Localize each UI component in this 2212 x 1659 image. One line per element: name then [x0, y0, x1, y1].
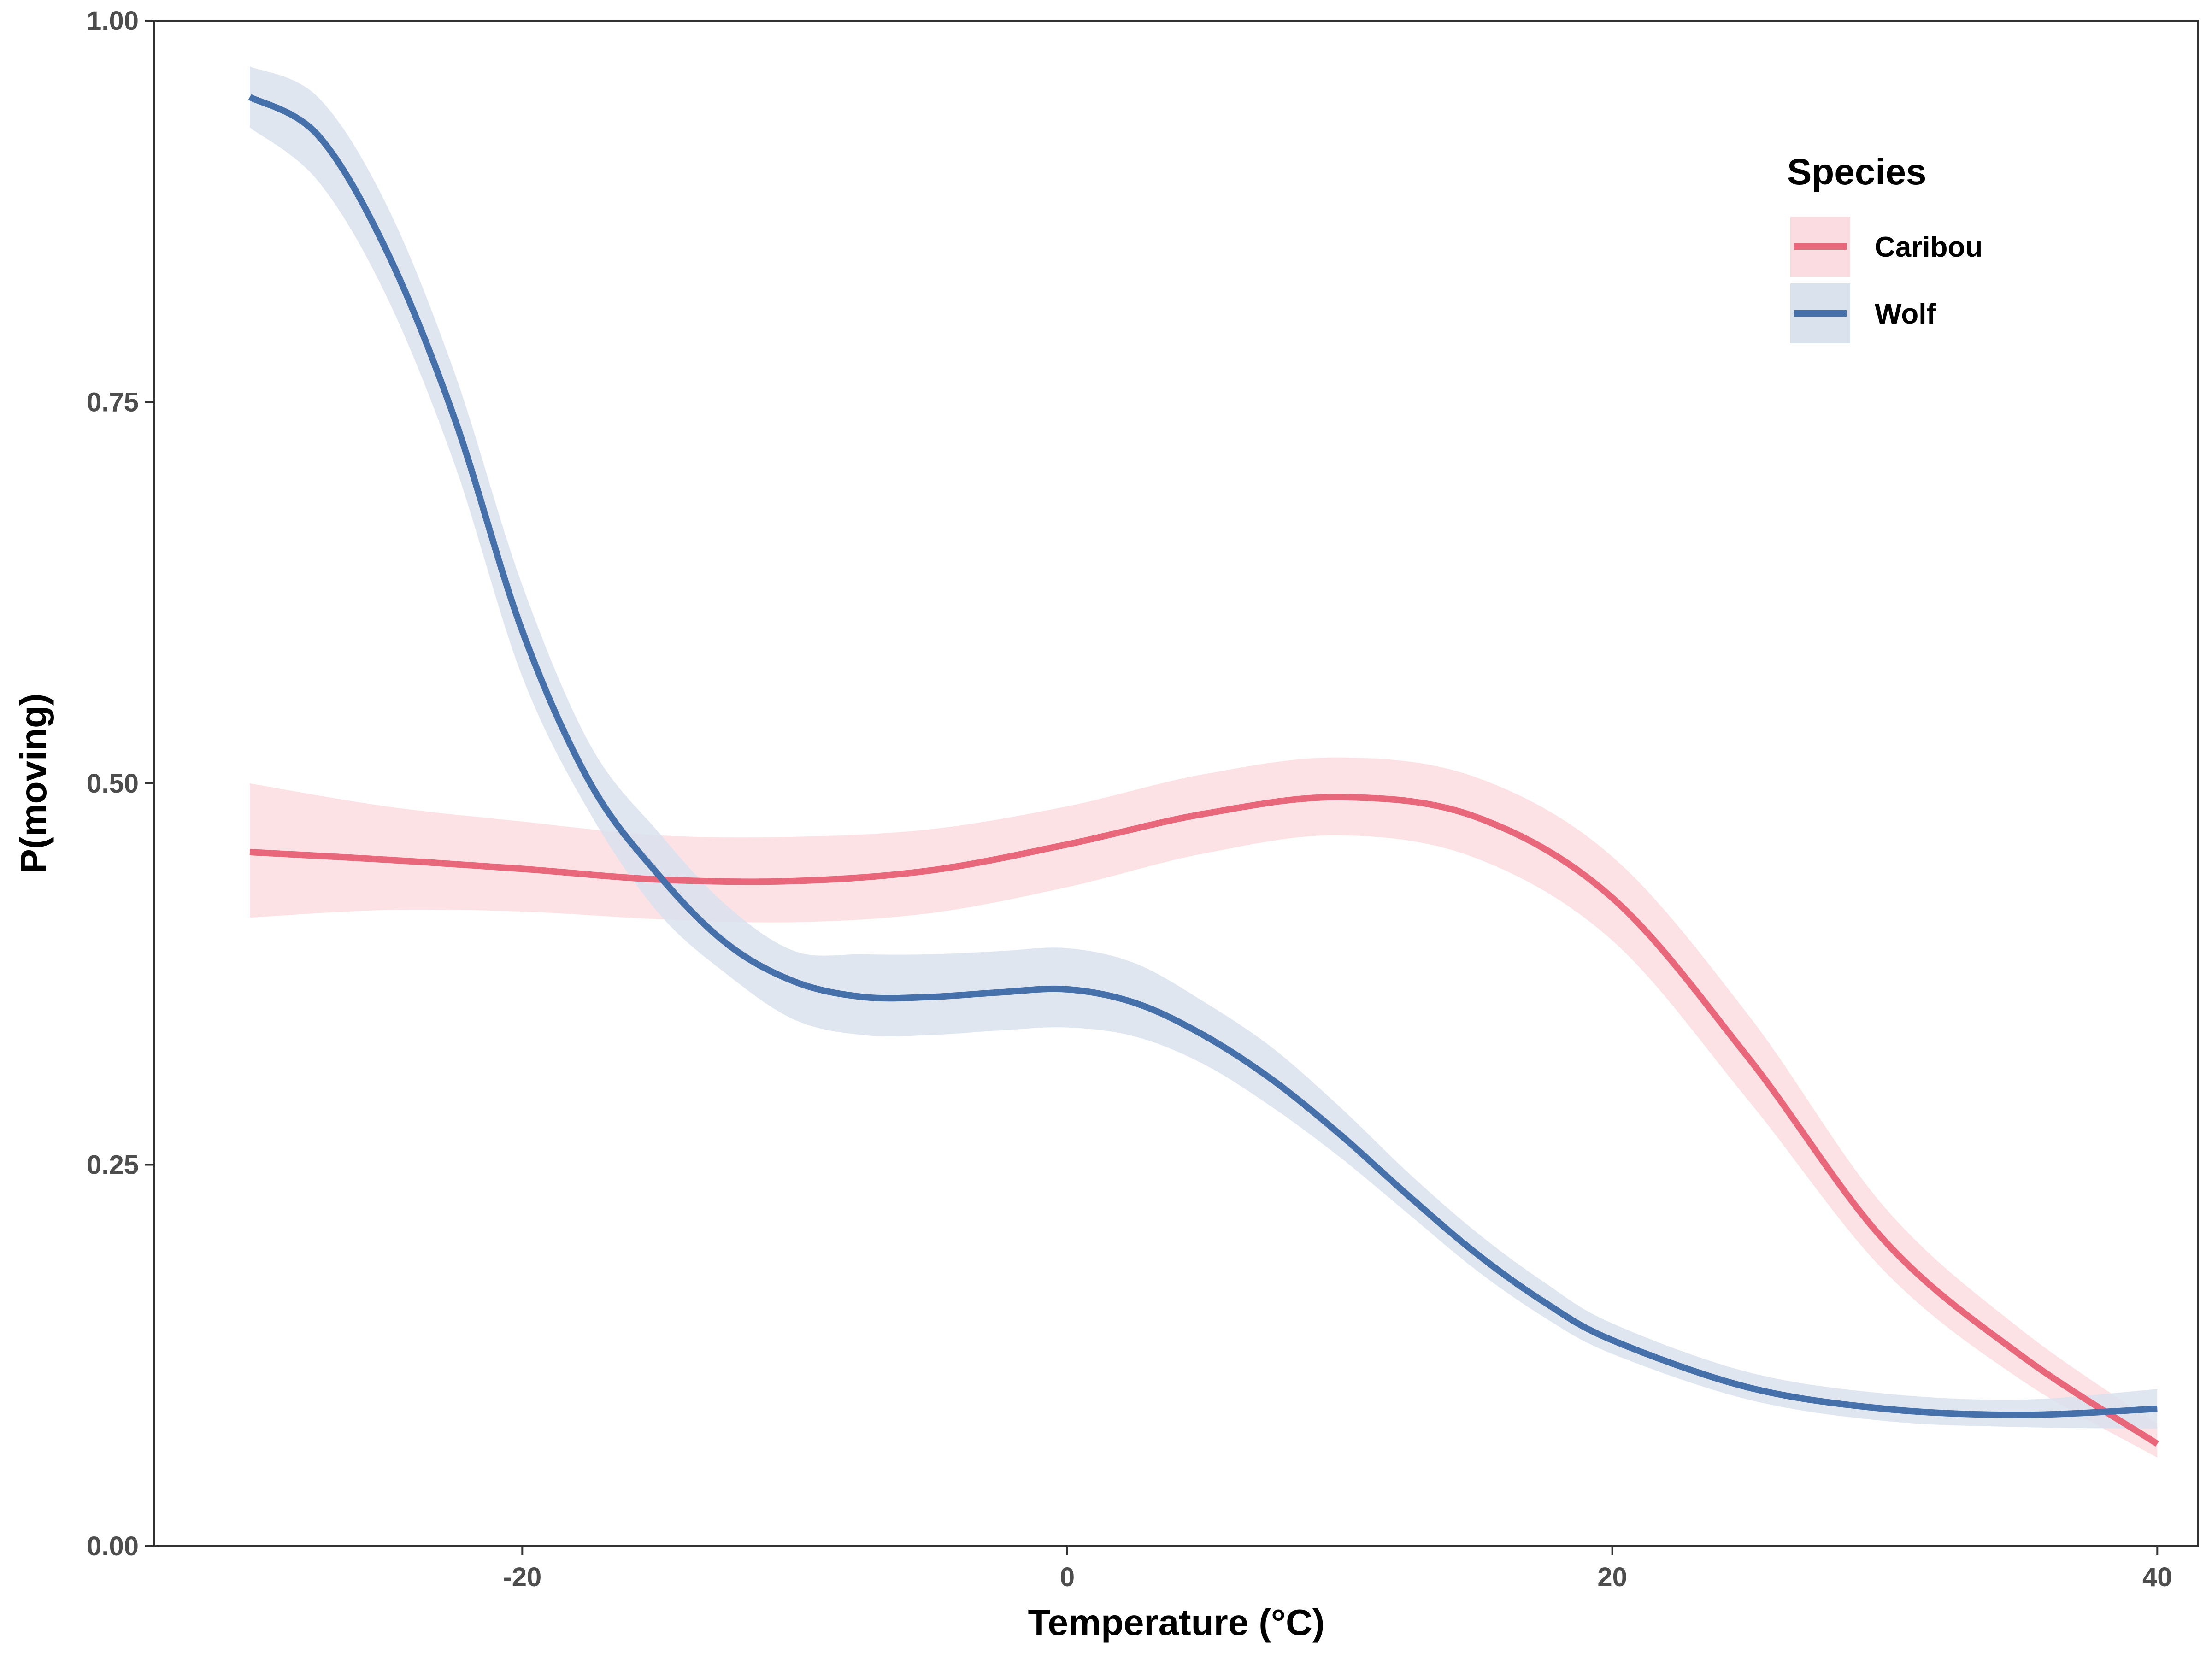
series-lines [248, 94, 2159, 1447]
wolf-line [248, 94, 2158, 1418]
legend: Species Caribou Wolf [1787, 151, 1983, 343]
x-axis-title: Temperature (°C) [1028, 1602, 1325, 1643]
y-axis-title: P(moving) [13, 693, 54, 873]
x-tick-label: -20 [503, 1562, 541, 1592]
confidence-bands [250, 66, 2158, 1458]
legend-label-wolf: Wolf [1875, 298, 1936, 330]
legend-label-caribou: Caribou [1875, 231, 1983, 263]
x-tick-label: 40 [2142, 1562, 2172, 1592]
y-tick-label: 0.00 [87, 1531, 139, 1561]
x-axis: -20 0 20 40 [503, 1546, 2172, 1592]
y-axis: 0.00 0.25 0.50 0.75 1.00 [87, 6, 154, 1561]
y-tick-label: 1.00 [87, 6, 139, 36]
x-tick-label: 20 [1597, 1562, 1627, 1592]
legend-items: Caribou Wolf [1790, 217, 1983, 343]
y-tick-label: 0.50 [87, 769, 139, 799]
y-tick-label: 0.25 [87, 1150, 139, 1180]
caribou-line [249, 794, 2159, 1447]
caribou-confidence-band [250, 757, 2158, 1458]
x-tick-label: 0 [1060, 1562, 1075, 1592]
y-tick-label: 0.75 [87, 388, 139, 418]
legend-title: Species [1787, 151, 1926, 192]
